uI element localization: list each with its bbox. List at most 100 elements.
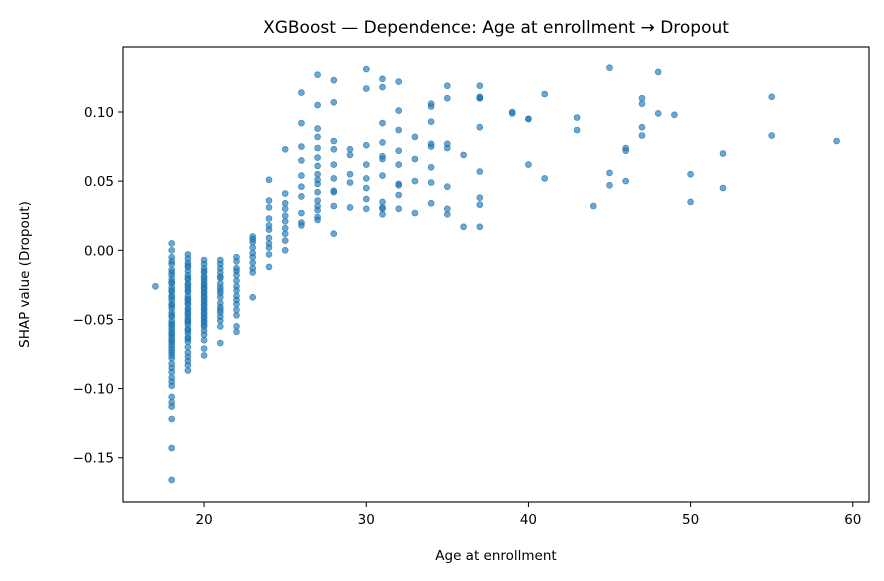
- scatter-point: [217, 293, 224, 301]
- scatter-point: [314, 144, 321, 152]
- scatter-point: [379, 83, 386, 91]
- scatter-point: [298, 119, 305, 127]
- scatter-point: [346, 179, 354, 186]
- scatter-point: [362, 65, 370, 73]
- scatter-point: [411, 133, 419, 141]
- y-tick-label: −0.10: [73, 382, 114, 398]
- scatter-point: [217, 306, 224, 314]
- scatter-point: [314, 154, 321, 161]
- scatter-point: [281, 224, 289, 232]
- scatter-point: [346, 146, 354, 153]
- scatter-point: [687, 170, 694, 178]
- scatter-point: [184, 281, 192, 289]
- y-axis-ticks: −0.15 −0.10 −0.05 0.00 0.05 0.10: [73, 105, 123, 467]
- scatter-point: [168, 311, 175, 319]
- scatter-point: [168, 240, 175, 247]
- scatter-point: [168, 269, 175, 276]
- scatter-point: [233, 277, 240, 285]
- scatter-point: [168, 320, 175, 327]
- scatter-point: [265, 244, 273, 251]
- scatter-point: [443, 144, 451, 152]
- scatter-point: [184, 361, 192, 369]
- scatter-point: [427, 143, 435, 150]
- scatter-point: [298, 193, 305, 200]
- scatter-point: [298, 183, 305, 190]
- scatter-point: [217, 339, 224, 347]
- scatter-point: [330, 202, 338, 210]
- scatter-point: [330, 99, 338, 106]
- x-tick-label: 40: [520, 512, 537, 528]
- scatter-point: [265, 197, 273, 204]
- scatter-point: [427, 118, 435, 125]
- x-axis-label: Age at enrollment: [435, 548, 556, 564]
- scatter-point: [233, 267, 240, 275]
- scatter-point: [298, 172, 305, 179]
- y-tick-label: −0.05: [73, 312, 114, 328]
- scatter-point: [168, 415, 175, 423]
- scatter-point: [443, 183, 451, 190]
- scatter-point: [395, 205, 403, 213]
- scatter-point: [168, 336, 175, 344]
- scatter-point: [395, 107, 403, 114]
- scatter-point: [281, 237, 289, 244]
- scatter-point: [622, 147, 630, 154]
- scatter-point: [379, 205, 386, 213]
- scatter-point: [330, 175, 338, 182]
- scatter-point: [281, 230, 289, 237]
- scatter-point: [314, 188, 321, 196]
- scatter-point: [217, 273, 224, 280]
- scatter-point: [184, 316, 192, 323]
- scatter-point: [265, 226, 273, 233]
- scatter-point: [362, 205, 370, 213]
- scatter-point: [217, 323, 224, 330]
- scatter-point: [298, 222, 305, 229]
- scatter-point: [314, 162, 321, 170]
- scatter-point: [265, 234, 273, 242]
- scatter-point: [476, 194, 484, 201]
- y-tick-label: 0.05: [84, 174, 114, 190]
- scatter-point: [200, 352, 208, 359]
- scatter-point: [427, 103, 435, 110]
- scatter-point: [330, 230, 338, 237]
- scatter-point: [233, 287, 240, 294]
- scatter-point: [265, 176, 273, 184]
- scatter-point: [330, 76, 338, 84]
- scatter-point: [265, 263, 273, 271]
- scatter-point: [233, 300, 240, 308]
- scatter-point: [768, 132, 776, 139]
- scatter-point: [330, 137, 338, 145]
- scatter-point: [379, 119, 386, 127]
- scatter-point: [362, 195, 370, 203]
- y-tick-label: 0.10: [84, 105, 114, 121]
- scatter-point: [200, 345, 208, 352]
- scatter-point: [200, 284, 208, 291]
- scatter-point: [460, 223, 467, 231]
- scatter-point: [476, 123, 484, 131]
- chart-title: XGBoost — Dependence: Age at enrollment …: [263, 18, 729, 38]
- x-axis-ticks: 20 30 40 50 60: [195, 502, 861, 528]
- scatter-point: [379, 139, 386, 146]
- scatter-point: [443, 205, 451, 213]
- x-tick-label: 20: [195, 512, 212, 528]
- scatter-point: [314, 197, 321, 204]
- x-tick-label: 60: [844, 512, 861, 528]
- scatter-point: [395, 191, 403, 199]
- scatter-point: [249, 269, 256, 276]
- scatter-point: [314, 133, 321, 141]
- scatter-point: [184, 343, 192, 351]
- scatter-point: [184, 295, 192, 303]
- scatter-point: [200, 336, 208, 344]
- scatter-point: [411, 209, 419, 217]
- scatter-point: [719, 184, 727, 192]
- scatter-point: [152, 282, 159, 290]
- scatter-point: [330, 161, 338, 168]
- scatter-point: [379, 75, 386, 83]
- y-tick-label: 0.00: [84, 243, 114, 259]
- scatter-point: [622, 177, 630, 185]
- scatter-point: [638, 123, 646, 131]
- scatter-point: [525, 115, 532, 123]
- scatter-point: [233, 306, 240, 314]
- scatter-point: [638, 132, 646, 139]
- scatter-point: [298, 209, 305, 217]
- scatter-point: [395, 182, 403, 189]
